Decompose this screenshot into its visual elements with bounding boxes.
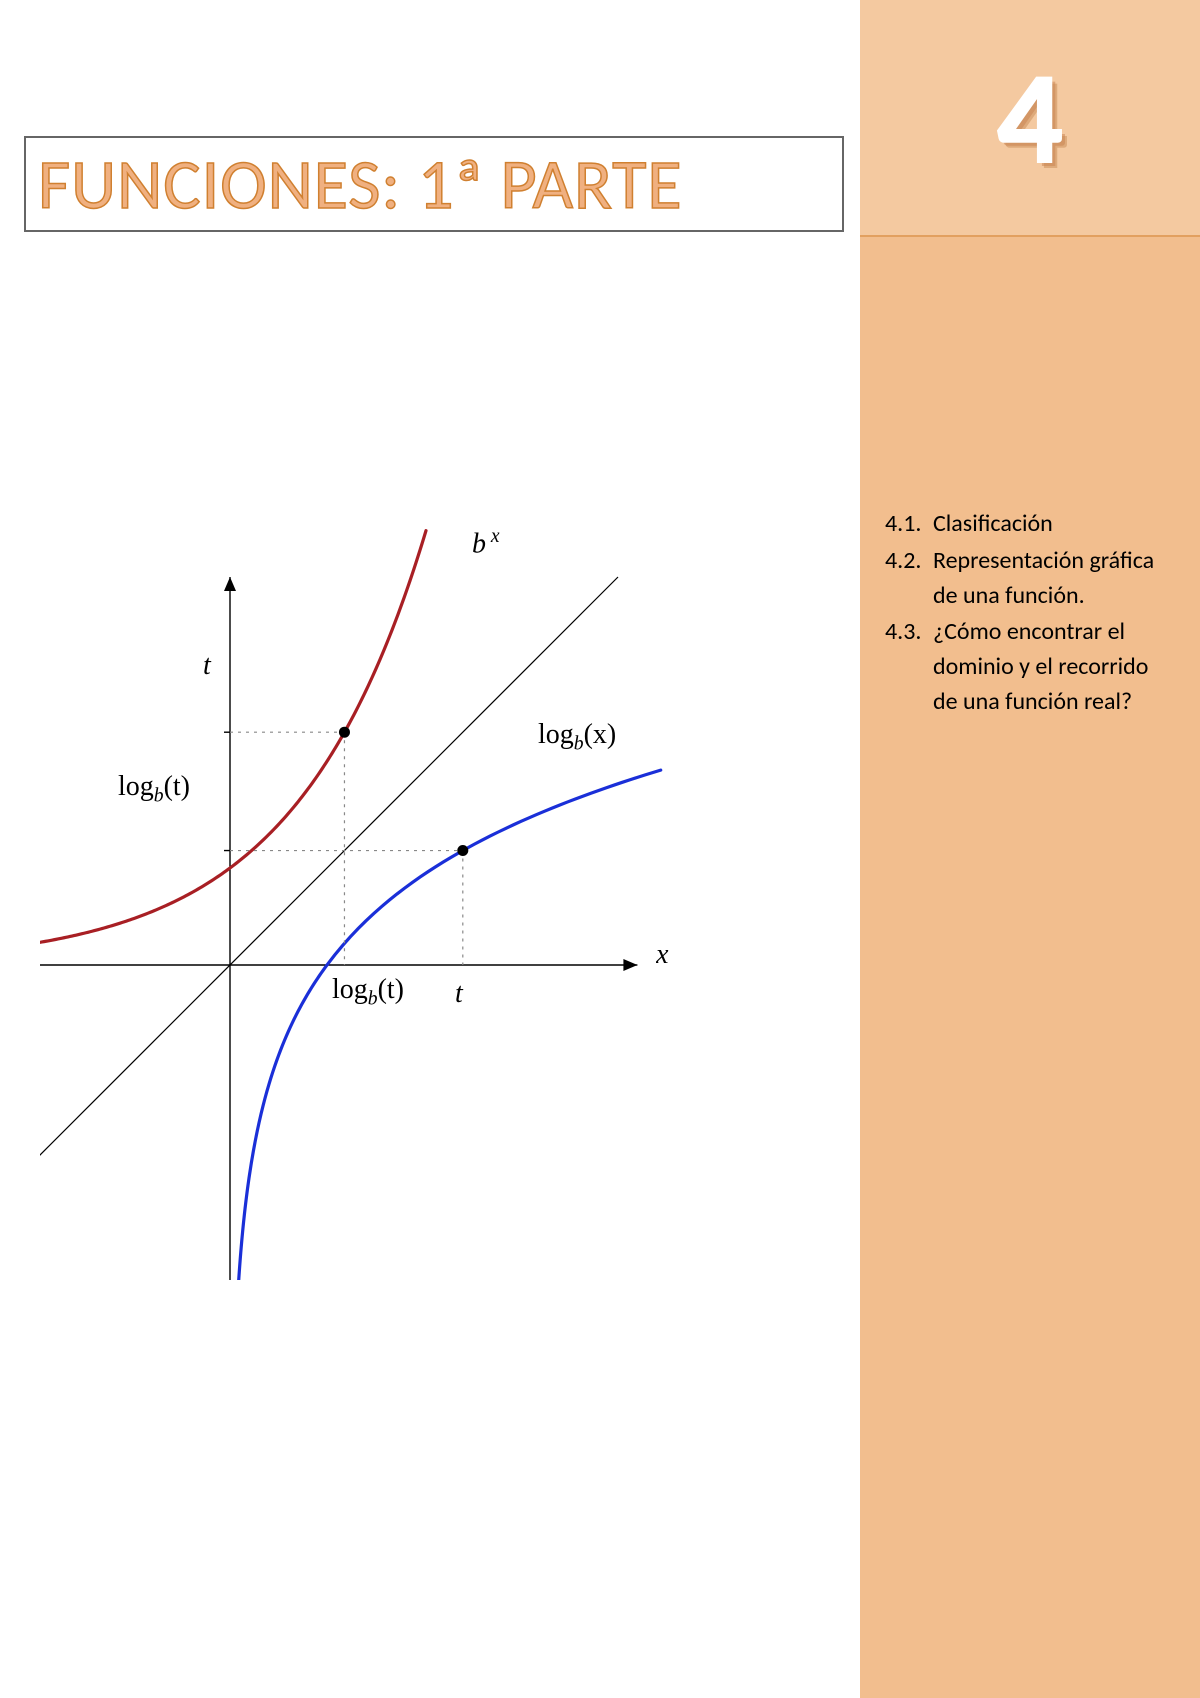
toc-list: 4.1. Clasificación 4.2. Representación g… — [885, 507, 1175, 720]
chapter-number: 4 — [997, 53, 1063, 183]
toc-item-text: ¿Cómo encontrar el dominio y el recorrid… — [933, 615, 1175, 719]
toc-item-text: Clasificación — [933, 507, 1175, 542]
toc-item-text: Representación gráfica de una función. — [933, 544, 1175, 614]
graph-svg: b xlogb(x)xtlogb(t)logb(t)t — [40, 480, 730, 1280]
sidebar-top: 4 4 — [860, 0, 1200, 235]
sidebar: 4 4 4.1. Clasificación 4.2. Representaci… — [860, 0, 1200, 1698]
toc-item-num: 4.1. — [885, 507, 933, 542]
toc-item-num: 4.3. — [885, 615, 933, 719]
page-title: FUNCIONES: 1ª PARTE — [38, 141, 683, 227]
toc-item-num: 4.2. — [885, 544, 933, 614]
title-box: FUNCIONES: 1ª PARTE — [24, 136, 844, 232]
function-graph: b xlogb(x)xtlogb(t)logb(t)t — [40, 480, 730, 1280]
toc-item: 4.2. Representación gráfica de una funci… — [885, 544, 1175, 614]
sidebar-bottom: 4.1. Clasificación 4.2. Representación g… — [860, 237, 1200, 1698]
toc-item: 4.1. Clasificación — [885, 507, 1175, 542]
toc-item: 4.3. ¿Cómo encontrar el dominio y el rec… — [885, 615, 1175, 719]
